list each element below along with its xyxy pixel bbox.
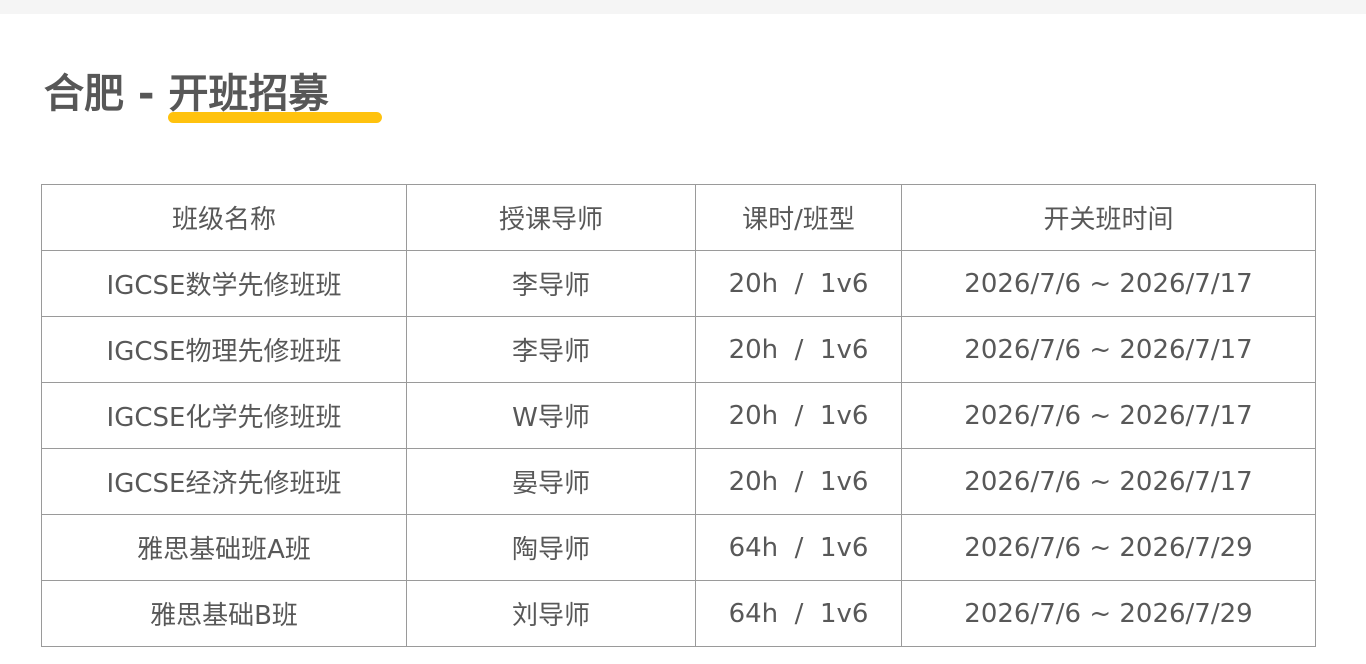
cell-teacher: 晏导师: [406, 448, 696, 515]
cell-dates: 2026/7/6 ~ 2026/7/29: [901, 514, 1316, 581]
cell-hours-type: 64h / 1v6: [695, 514, 902, 581]
table-row: IGCSE经济先修班班 晏导师 20h / 1v6 2026/7/6 ~ 2026/7…: [41, 448, 1316, 515]
cell-class-name: IGCSE经济先修班班: [41, 448, 407, 515]
header-teacher: 授课导师: [406, 184, 696, 251]
cell-teacher: 李导师: [406, 316, 696, 383]
cell-teacher: 李导师: [406, 250, 696, 317]
table-row: 雅思基础班A班 陶导师 64h / 1v6 2026/7/6 ~ 2026/7/29: [41, 514, 1316, 581]
cell-teacher: W导师: [406, 382, 696, 449]
table-row: IGCSE数学先修班班 李导师 20h / 1v6 2026/7/6 ~ 2026/7…: [41, 250, 1316, 317]
cell-dates: 2026/7/6 ~ 2026/7/17: [901, 448, 1316, 515]
cell-dates: 2026/7/6 ~ 2026/7/29: [901, 580, 1316, 647]
cell-hours-type: 20h / 1v6: [695, 316, 902, 383]
cell-hours-type: 20h / 1v6: [695, 250, 902, 317]
table-row: IGCSE物理先修班班 李导师 20h / 1v6 2026/7/6 ~ 2026/7…: [41, 316, 1316, 383]
title-highlight-underline: [168, 112, 382, 123]
cell-dates: 2026/7/6 ~ 2026/7/17: [901, 382, 1316, 449]
header-dates: 开关班时间: [901, 184, 1316, 251]
cell-class-name: 雅思基础班A班: [41, 514, 407, 581]
cell-hours-type: 20h / 1v6: [695, 382, 902, 449]
page-title: 合肥 - 开班招募: [44, 68, 328, 120]
cell-class-name: 雅思基础B班: [41, 580, 407, 647]
cell-class-name: IGCSE数学先修班班: [41, 250, 407, 317]
cell-teacher: 刘导师: [406, 580, 696, 647]
cell-class-name: IGCSE化学先修班班: [41, 382, 407, 449]
table-row: 雅思基础B班 刘导师 64h / 1v6 2026/7/6 ~ 2026/7/29: [41, 580, 1316, 647]
cell-class-name: IGCSE物理先修班班: [41, 316, 407, 383]
cell-dates: 2026/7/6 ~ 2026/7/17: [901, 250, 1316, 317]
top-bar: [0, 0, 1366, 14]
title-highlight: 开班招募: [168, 71, 329, 117]
class-table: 班级名称 授课导师 课时/班型 开关班时间 IGCSE数学先修班班 李导师 20h / 1…: [41, 184, 1316, 647]
header-class-name: 班级名称: [41, 184, 407, 251]
table-header-row: 班级名称 授课导师 课时/班型 开关班时间: [41, 184, 1316, 251]
cell-teacher: 陶导师: [406, 514, 696, 581]
cell-hours-type: 64h / 1v6: [695, 580, 902, 647]
cell-hours-type: 20h / 1v6: [695, 448, 902, 515]
header-hours-type: 课时/班型: [695, 184, 902, 251]
cell-dates: 2026/7/6 ~ 2026/7/17: [901, 316, 1316, 383]
title-city: 合肥 -: [44, 71, 169, 117]
table-row: IGCSE化学先修班班 W导师 20h / 1v6 2026/7/6 ~ 2026/7…: [41, 382, 1316, 449]
